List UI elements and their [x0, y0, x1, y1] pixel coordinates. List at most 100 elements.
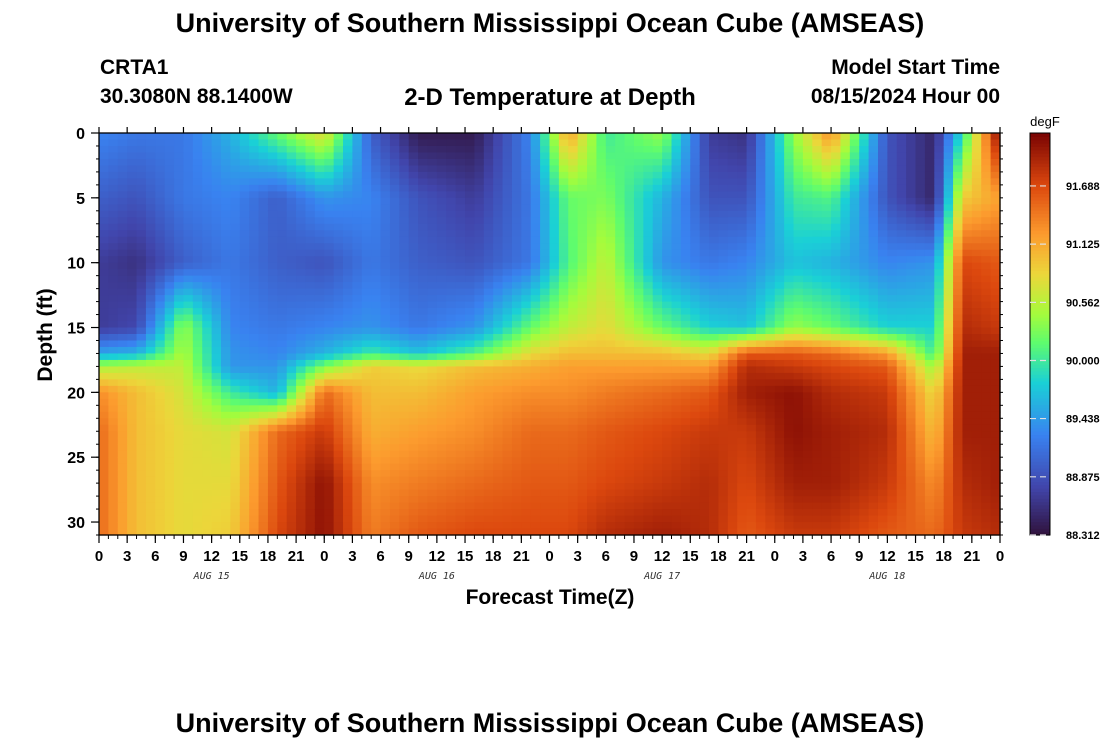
heatmap-cell [746, 327, 757, 335]
heatmap-cell [305, 301, 316, 309]
heatmap-cell [680, 489, 691, 497]
heatmap-cell [709, 158, 720, 167]
heatmap-cell [455, 282, 466, 290]
heatmap-cell [615, 308, 626, 316]
heatmap-cell [605, 165, 616, 173]
heatmap-cell [183, 301, 194, 309]
heatmap-cell [652, 288, 663, 296]
heatmap-cell [680, 133, 691, 141]
heatmap-cell [774, 217, 785, 225]
heatmap-cell [709, 437, 720, 445]
heatmap-cell [737, 282, 748, 290]
heatmap-cell [99, 502, 109, 510]
heatmap-cell [718, 346, 729, 355]
heatmap-cell [530, 515, 541, 523]
heatmap-cell [540, 249, 551, 257]
heatmap-cell [690, 269, 701, 277]
heatmap-cell [249, 366, 260, 374]
heatmap-cell [727, 288, 738, 296]
heatmap-cell [784, 359, 795, 368]
heatmap-cell [389, 515, 400, 523]
heatmap-cell [455, 372, 466, 380]
heatmap-cell [108, 184, 119, 192]
heatmap-cell [164, 184, 175, 192]
heatmap-cell [662, 450, 673, 458]
heatmap-cell [765, 217, 776, 225]
heatmap-cell [258, 398, 269, 406]
heatmap-cell [192, 411, 203, 419]
heatmap-cell [812, 509, 823, 517]
heatmap-cell [709, 230, 720, 238]
heatmap-cell [624, 463, 635, 471]
heatmap-cell [239, 334, 250, 342]
heatmap-cell [446, 528, 457, 536]
heatmap-cell [211, 133, 222, 141]
heatmap-cell [324, 424, 335, 432]
heatmap-cell [802, 385, 813, 393]
heatmap-cell [671, 444, 682, 452]
heatmap-cell [587, 314, 598, 322]
heatmap-cell [493, 437, 504, 445]
heatmap-cell [849, 145, 860, 154]
heatmap-cell [249, 340, 260, 348]
heatmap-cell [221, 476, 231, 484]
heatmap-cell [474, 515, 485, 523]
heatmap-cell [446, 372, 457, 380]
heatmap-cell [296, 184, 307, 192]
heatmap-cell [465, 165, 476, 173]
heatmap-cell [755, 262, 766, 270]
heatmap-cell [389, 165, 400, 173]
heatmap-cell [474, 450, 485, 458]
heatmap-cell [192, 269, 203, 277]
heatmap-cell [483, 301, 494, 309]
heatmap-cell [746, 256, 757, 264]
heatmap-cell [774, 269, 785, 277]
heatmap-cell [211, 178, 222, 186]
heatmap-cell [211, 301, 222, 309]
heatmap-cell [709, 366, 720, 374]
heatmap-cell [277, 431, 288, 439]
heatmap-cell [127, 457, 138, 465]
heatmap-cell [802, 334, 813, 342]
heatmap-cell [765, 288, 776, 296]
heatmap-cell [164, 217, 175, 225]
heatmap-cell [211, 236, 222, 244]
heatmap-cell [671, 424, 682, 432]
heatmap-cell [352, 288, 363, 296]
heatmap-cell [408, 314, 419, 322]
heatmap-cell [662, 483, 673, 491]
heatmap-cell [455, 223, 466, 231]
heatmap-cell [286, 171, 297, 179]
heatmap-cell [680, 366, 691, 374]
heatmap-cell [277, 301, 288, 309]
heatmap-cell [699, 301, 710, 309]
heatmap-cell [286, 217, 297, 225]
heatmap-cell [108, 321, 119, 329]
heatmap-cell [483, 223, 494, 231]
heatmap-cell [99, 509, 109, 517]
heatmap-cell [249, 431, 260, 439]
heatmap-cell [239, 444, 250, 452]
heatmap-cell [136, 256, 147, 264]
heatmap-cell [793, 496, 804, 504]
heatmap-cell [192, 418, 203, 426]
heatmap-cell [418, 223, 429, 231]
heatmap-cell [802, 327, 813, 335]
heatmap-cell [436, 269, 447, 277]
heatmap-cell [286, 288, 297, 296]
heatmap-cell [277, 243, 288, 251]
heatmap-cell [202, 152, 213, 160]
heatmap-cell [624, 197, 635, 205]
heatmap-cell [615, 392, 626, 400]
heatmap-cell [446, 327, 457, 335]
heatmap-cell [202, 256, 213, 264]
heatmap-cell [277, 444, 288, 452]
heatmap-cell [558, 191, 569, 199]
heatmap-cell [239, 204, 250, 212]
heatmap-cell [446, 515, 457, 523]
heatmap-cell [690, 243, 701, 251]
heatmap-cell [436, 476, 447, 484]
heatmap-cell [277, 230, 288, 238]
heatmap-cell [812, 152, 823, 160]
heatmap-cell [296, 463, 307, 471]
